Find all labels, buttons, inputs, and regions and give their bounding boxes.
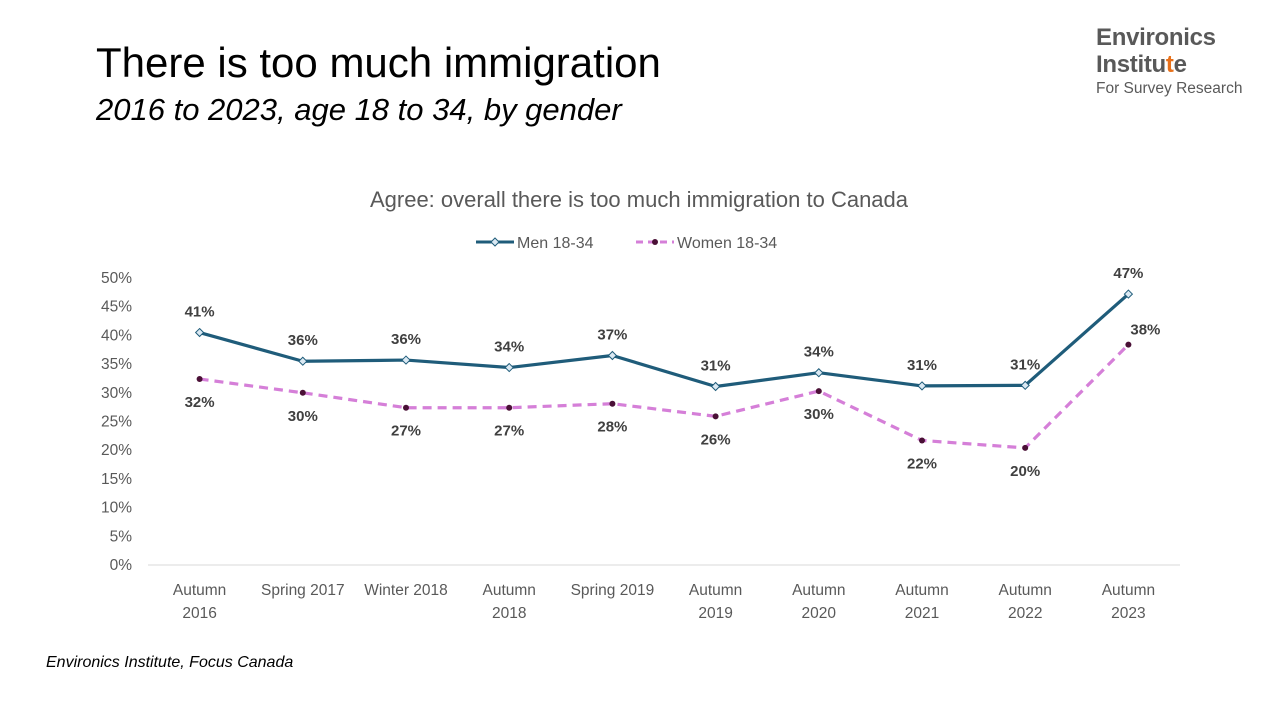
x-tick-label: Autumn bbox=[1102, 582, 1155, 599]
data-point-men bbox=[401, 355, 411, 365]
slide-title: There is too much immigration bbox=[96, 39, 661, 86]
data-label-women: 38% bbox=[1130, 322, 1160, 339]
logo-accent-letter: t bbox=[1165, 51, 1174, 78]
x-tick-label: Autumn bbox=[689, 582, 742, 599]
slide-subtitle: 2016 to 2023, age 18 to 34, by gender bbox=[96, 92, 622, 127]
x-tick-label: 2022 bbox=[1008, 605, 1042, 622]
y-tick-label: 25% bbox=[101, 414, 132, 431]
y-tick-label: 15% bbox=[101, 471, 132, 488]
data-label-men: 31% bbox=[701, 357, 731, 374]
x-tick-label: Spring 2017 bbox=[261, 582, 345, 599]
data-point-men bbox=[710, 381, 721, 392]
y-tick-label: 20% bbox=[101, 442, 132, 459]
x-tick-label: 2023 bbox=[1111, 605, 1145, 622]
y-tick-label: 50% bbox=[101, 270, 132, 287]
y-tick-label: 10% bbox=[101, 500, 132, 517]
environics-logo: Environics Institute For Survey Research bbox=[1096, 24, 1242, 98]
data-point-men bbox=[1020, 380, 1030, 391]
data-label-men: 36% bbox=[288, 332, 318, 349]
data-point-men bbox=[194, 327, 205, 338]
x-tick-label: 2019 bbox=[698, 605, 732, 622]
data-point-women bbox=[403, 404, 409, 411]
data-label-women: 27% bbox=[494, 423, 524, 440]
series-line-men bbox=[199, 292, 1130, 389]
logo-line-3: For Survey Research bbox=[1096, 80, 1243, 97]
y-tick-label: 30% bbox=[101, 385, 132, 402]
x-tick-label: 2021 bbox=[905, 605, 939, 622]
data-point-women bbox=[506, 404, 513, 411]
data-label-women: 32% bbox=[185, 394, 215, 411]
data-point-women bbox=[299, 389, 306, 396]
source-note: Environics Institute, Focus Canada bbox=[46, 654, 294, 671]
data-label-women: 30% bbox=[288, 408, 318, 425]
series-line-women bbox=[199, 343, 1130, 450]
data-point-women bbox=[919, 437, 925, 444]
data-point-women bbox=[815, 388, 822, 395]
data-label-men: 34% bbox=[804, 344, 834, 361]
data-label-men: 36% bbox=[391, 331, 421, 348]
data-label-men: 41% bbox=[185, 304, 215, 321]
chart-title: Agree: overall there is too much immigra… bbox=[370, 187, 909, 212]
y-tick-label: 40% bbox=[101, 327, 132, 344]
y-tick-label: 0% bbox=[110, 557, 133, 574]
x-tick-label: Autumn bbox=[792, 582, 845, 599]
x-tick-label: 2020 bbox=[802, 605, 837, 622]
data-label-women: 28% bbox=[597, 419, 627, 436]
data-label-men: 37% bbox=[597, 326, 627, 343]
legend-women-label: Women 18-34 bbox=[677, 235, 777, 252]
x-tick-label: Spring 2019 bbox=[571, 582, 655, 599]
logo-line-1: Environics bbox=[1096, 24, 1216, 51]
x-tick-label: 2018 bbox=[492, 605, 526, 622]
y-tick-label: 35% bbox=[101, 356, 132, 373]
x-tick-label: Autumn bbox=[173, 582, 226, 599]
data-point-women bbox=[1022, 444, 1029, 451]
data-point-men bbox=[1123, 289, 1134, 299]
legend-men-marker bbox=[490, 237, 500, 247]
data-label-men: 34% bbox=[494, 339, 524, 356]
y-tick-label: 5% bbox=[110, 528, 133, 545]
data-label-men: 31% bbox=[1010, 356, 1040, 373]
data-point-men bbox=[814, 368, 824, 378]
x-tick-label: Autumn bbox=[998, 582, 1051, 599]
data-point-men bbox=[917, 381, 927, 391]
data-label-women: 20% bbox=[1010, 463, 1040, 480]
data-label-women: 30% bbox=[804, 406, 834, 423]
x-tick-label: Autumn bbox=[482, 582, 535, 599]
x-tick-label: 2016 bbox=[182, 605, 216, 622]
x-tick-label: Autumn bbox=[895, 582, 948, 599]
data-label-women: 22% bbox=[907, 455, 937, 472]
data-label-men: 47% bbox=[1113, 265, 1143, 282]
data-point-men bbox=[504, 362, 514, 373]
data-point-women bbox=[609, 400, 616, 407]
legend-women-marker bbox=[652, 239, 658, 245]
data-label-men: 31% bbox=[907, 357, 937, 374]
data-label-women: 26% bbox=[701, 431, 731, 448]
logo-line-2: Institute bbox=[1096, 51, 1187, 78]
data-point-men bbox=[607, 350, 618, 361]
data-label-women: 27% bbox=[391, 423, 421, 440]
data-point-women bbox=[1125, 341, 1132, 348]
data-point-women bbox=[196, 376, 203, 383]
y-tick-label: 45% bbox=[101, 299, 132, 316]
legend-men-label: Men 18-34 bbox=[517, 235, 594, 252]
data-point-men bbox=[298, 356, 308, 366]
data-point-women bbox=[712, 413, 719, 420]
x-tick-label: Winter 2018 bbox=[364, 582, 448, 599]
